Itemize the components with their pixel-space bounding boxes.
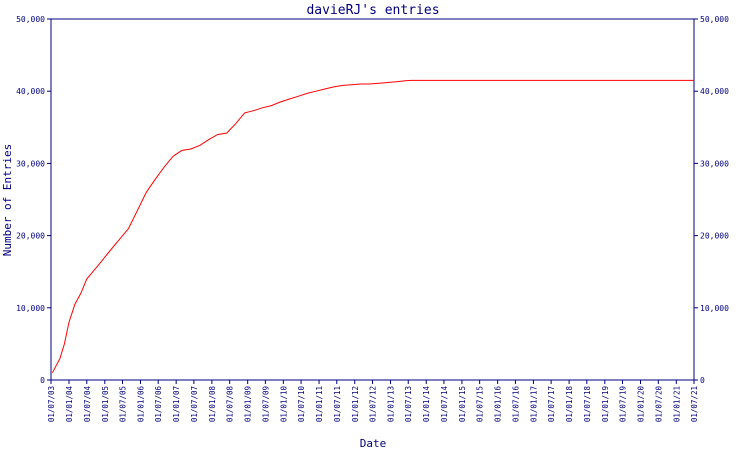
- x-tick-label: 01/01/13: [387, 386, 396, 422]
- x-tick-label: 01/07/10: [297, 386, 306, 423]
- x-tick-label: 01/01/20: [637, 386, 646, 423]
- x-tick-label: 01/07/09: [261, 386, 270, 422]
- y-tick-label-right: 0: [700, 376, 705, 385]
- y-tick-label-right: 50,000: [700, 15, 729, 24]
- y-tick-label-right: 10,000: [700, 304, 729, 313]
- x-tick-label: 01/01/14: [422, 386, 431, 423]
- x-tick-label: 01/07/12: [369, 386, 378, 422]
- y-tick-label-right: 40,000: [700, 87, 729, 96]
- y-tick-label-left: 0: [40, 376, 45, 385]
- x-tick-label: 01/01/18: [565, 386, 574, 423]
- x-tick-label: 01/07/08: [226, 386, 235, 423]
- x-tick-label: 01/07/20: [654, 386, 663, 423]
- y-tick-label-left: 20,000: [16, 232, 45, 241]
- x-tick-label: 01/01/05: [101, 386, 110, 422]
- x-tick-label: 01/01/11: [315, 386, 324, 422]
- x-tick-label: 01/01/16: [494, 386, 503, 423]
- x-axis-label: Date: [360, 437, 387, 450]
- x-tick-label: 01/07/21: [690, 386, 699, 422]
- y-axis-left: 0 10,000 20,000 30,000 40,000 50,000: [16, 15, 51, 385]
- x-tick-label: 01/07/14: [440, 386, 449, 423]
- x-tick-label: 01/07/13: [404, 386, 413, 422]
- x-tick-label: 01/01/10: [279, 386, 288, 423]
- x-tick-label: 01/01/06: [136, 386, 145, 423]
- chart-title: davieRJ's entries: [306, 3, 439, 18]
- x-tick-label: 01/07/19: [619, 386, 628, 422]
- y-axis-right: 0 10,000 20,000 30,000 40,000 50,000: [694, 15, 729, 385]
- y-tick-label-right: 20,000: [700, 232, 729, 241]
- y-axis-label: Number of Entries: [1, 144, 14, 257]
- x-tick-label: 01/07/11: [333, 386, 342, 422]
- y-tick-label-left: 30,000: [16, 159, 45, 168]
- x-tick-label: 01/07/04: [83, 386, 92, 423]
- x-tick-label: 01/01/07: [172, 386, 181, 422]
- x-tick-label: 01/01/17: [529, 386, 538, 422]
- series-line: [51, 79, 694, 374]
- x-tick-label: 01/07/05: [118, 386, 127, 422]
- x-tick-label: 01/01/19: [601, 386, 610, 422]
- x-tick-label: 01/01/08: [208, 386, 217, 423]
- x-tick-label: 01/07/17: [547, 386, 556, 422]
- plot-area: [50, 18, 695, 381]
- x-tick-label: 01/01/09: [244, 386, 253, 422]
- y-tick-label-left: 50,000: [16, 15, 45, 24]
- y-tick-label-right: 30,000: [700, 159, 729, 168]
- x-tick-label: 01/01/12: [351, 386, 360, 422]
- x-tick-label: 01/01/21: [672, 386, 681, 422]
- x-tick-label: 01/07/15: [476, 386, 485, 422]
- x-axis: 01/07/03 01/01/04 01/07/04 01/01/05 01/07/05…: [47, 380, 699, 422]
- x-tick-label: 01/01/15: [458, 386, 467, 422]
- x-tick-label: 01/01/04: [65, 386, 74, 423]
- x-tick-label: 01/07/06: [154, 386, 163, 423]
- y-tick-label-left: 10,000: [16, 304, 45, 313]
- x-tick-label: 01/07/07: [190, 386, 199, 422]
- x-tick-label: 01/07/16: [511, 386, 520, 423]
- x-tick-label: 01/07/03: [47, 386, 56, 422]
- y-tick-label-left: 40,000: [16, 87, 45, 96]
- x-tick-label: 01/07/18: [583, 386, 592, 423]
